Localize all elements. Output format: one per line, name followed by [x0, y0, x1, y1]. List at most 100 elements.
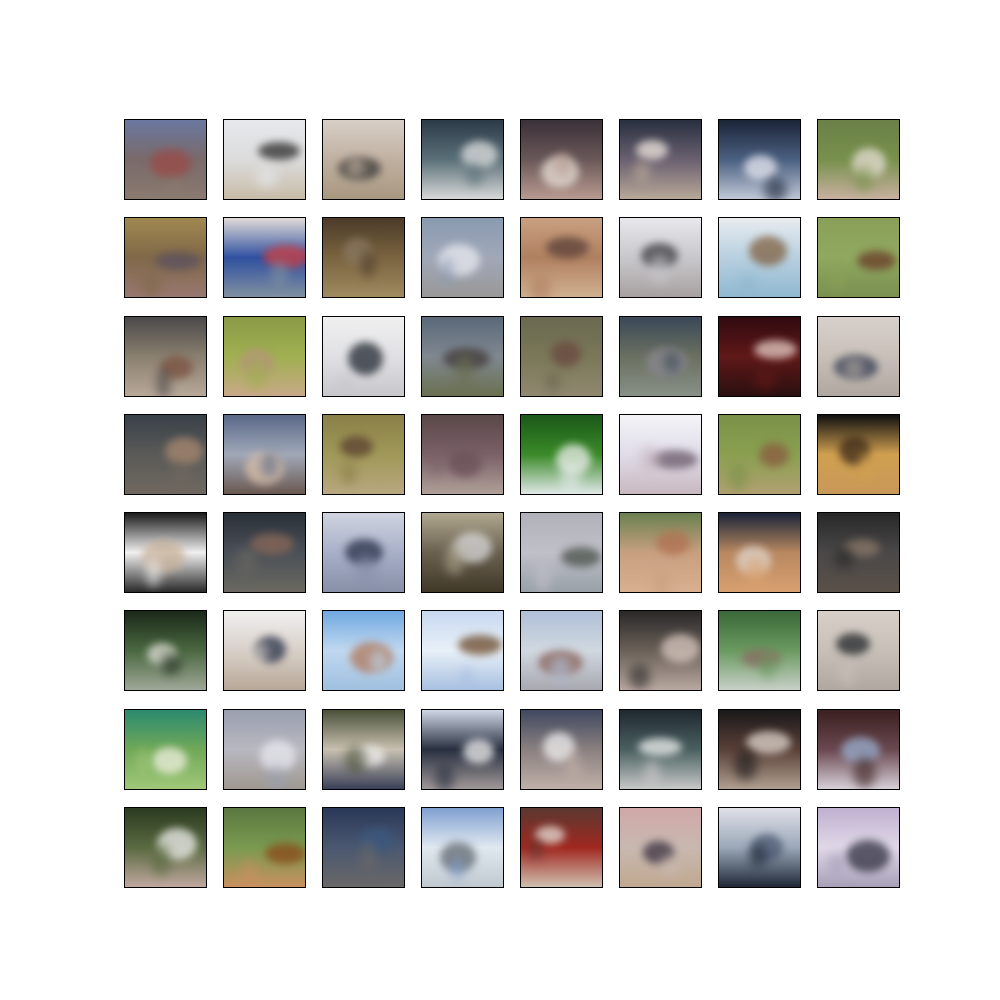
- image-subject-shape: [150, 149, 191, 178]
- sample-image-tile: [421, 610, 504, 691]
- image-subject-shape: [551, 341, 581, 367]
- image-subject-shape: [463, 739, 494, 764]
- image-subject-shape: [656, 531, 690, 555]
- sample-image-tile: [817, 709, 900, 790]
- image-subject-detail: [146, 558, 161, 587]
- image-subject-detail: [266, 766, 288, 789]
- sample-image-tile: [817, 414, 900, 495]
- image-subject-detail: [859, 452, 874, 481]
- image-subject-detail: [834, 547, 854, 569]
- image-subject-shape: [846, 840, 890, 872]
- sample-image-tile: [223, 512, 306, 593]
- sample-image-tile: [817, 807, 900, 888]
- sample-image-tile: [124, 316, 207, 397]
- sample-image-tile: [520, 217, 603, 298]
- image-subject-detail: [435, 763, 454, 789]
- sample-image-tile: [520, 316, 603, 397]
- image-subject-shape: [749, 236, 787, 266]
- sample-image-tile: [322, 610, 405, 691]
- sample-image-tile: [718, 217, 801, 298]
- image-subject-detail: [430, 449, 444, 475]
- image-subject-detail: [455, 354, 474, 387]
- image-subject-detail: [171, 463, 191, 487]
- image-subject-detail: [853, 757, 876, 788]
- sample-image-tile: [322, 414, 405, 495]
- image-subject-shape: [461, 141, 498, 168]
- sample-image-tile: [817, 512, 900, 593]
- sample-image-tile: [817, 610, 900, 691]
- sample-image-tile: [223, 414, 306, 495]
- sample-image-tile: [817, 217, 900, 298]
- sample-image-tile: [619, 807, 702, 888]
- image-subject-detail: [639, 446, 660, 473]
- sample-image-tile: [619, 217, 702, 298]
- sample-image-tile: [124, 512, 207, 593]
- image-subject-detail: [729, 463, 747, 491]
- image-subject-shape: [651, 450, 698, 469]
- image-subject-detail: [141, 272, 161, 297]
- image-subject-detail: [440, 258, 454, 286]
- sample-image-tile: [223, 610, 306, 691]
- image-subject-detail: [251, 642, 268, 665]
- image-subject-shape: [759, 443, 789, 467]
- image-subject-shape: [258, 142, 300, 160]
- sample-image-tile: [124, 414, 207, 495]
- sample-image-tile: [619, 414, 702, 495]
- sample-image-tile: [322, 512, 405, 593]
- sample-image-tile: [520, 414, 603, 495]
- image-subject-detail: [346, 155, 365, 178]
- image-subject-shape: [638, 738, 682, 756]
- image-subject-detail: [844, 357, 864, 381]
- image-subject-shape: [340, 436, 373, 457]
- sample-image-tile: [619, 316, 702, 397]
- sample-image-tile: [421, 119, 504, 200]
- image-subject-detail: [136, 749, 151, 776]
- image-subject-shape: [448, 451, 482, 477]
- sample-image-tile: [124, 709, 207, 790]
- image-subject-detail: [261, 452, 278, 477]
- image-subject-shape: [165, 437, 203, 465]
- sample-image-tile: [322, 217, 405, 298]
- image-subject-detail: [854, 166, 874, 192]
- image-subject-detail: [161, 653, 181, 675]
- generated-image-grid: [124, 119, 902, 891]
- sample-image-tile: [718, 119, 801, 200]
- image-subject-detail: [838, 661, 856, 687]
- sample-image-tile: [322, 316, 405, 397]
- image-subject-shape: [546, 237, 589, 258]
- image-subject-shape: [155, 252, 201, 270]
- sample-image-tile: [817, 119, 900, 200]
- image-subject-detail: [529, 838, 543, 860]
- sample-image-tile: [223, 119, 306, 200]
- image-subject-detail: [156, 368, 171, 396]
- image-subject-detail: [370, 650, 387, 673]
- sample-image-tile: [223, 709, 306, 790]
- sample-image-tile: [718, 316, 801, 397]
- image-subject-detail: [829, 261, 844, 292]
- image-subject-detail: [734, 749, 757, 780]
- sample-image-tile: [223, 316, 306, 397]
- image-subject-detail: [749, 844, 767, 868]
- sample-image-tile: [619, 709, 702, 790]
- image-subject-detail: [754, 368, 777, 391]
- sample-image-tile: [718, 610, 801, 691]
- sample-image-tile: [421, 807, 504, 888]
- image-subject-shape: [458, 635, 502, 655]
- image-subject-detail: [256, 166, 278, 188]
- image-subject-detail: [555, 152, 571, 176]
- image-subject-detail: [465, 163, 484, 186]
- sample-image-tile: [421, 316, 504, 397]
- sample-image-tile: [421, 709, 504, 790]
- sample-image-tile: [322, 709, 405, 790]
- sample-image-tile: [421, 512, 504, 593]
- sample-image-tile: [619, 512, 702, 593]
- sample-image-tile: [520, 610, 603, 691]
- sample-image-tile: [421, 217, 504, 298]
- sample-image-tile: [124, 610, 207, 691]
- image-subject-detail: [644, 760, 660, 789]
- image-subject-detail: [560, 466, 581, 493]
- sample-image-tile: [817, 316, 900, 397]
- image-subject-shape: [535, 826, 565, 844]
- image-subject-detail: [151, 844, 171, 876]
